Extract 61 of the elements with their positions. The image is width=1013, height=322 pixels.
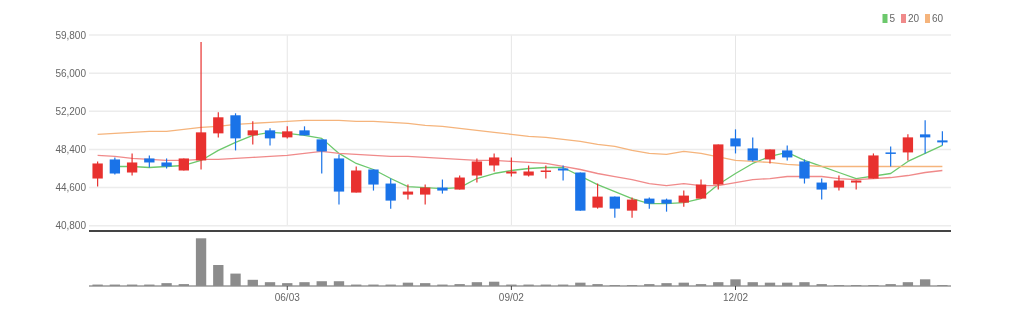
bar [488, 281, 500, 286]
candlestick [557, 164, 569, 182]
y-tick-label: 52,200 [55, 105, 87, 117]
bar [902, 282, 914, 286]
y-tick-label: 44,600 [55, 182, 87, 194]
candlestick [816, 177, 827, 201]
y-tick-label: 56,000 [55, 67, 87, 79]
candlestick [351, 165, 362, 194]
bar [333, 281, 345, 286]
x-tick-label: 06/03 [274, 292, 301, 303]
candlestick [247, 120, 258, 145]
candlestick [316, 138, 327, 175]
bar [730, 279, 741, 286]
candlestick [747, 136, 758, 163]
bar [747, 282, 758, 286]
bar [316, 281, 327, 286]
candlestick [126, 152, 138, 177]
bar [471, 282, 483, 286]
bar [299, 282, 310, 286]
candlestick [230, 112, 241, 152]
candlestick [506, 156, 517, 178]
candlestick [626, 197, 638, 219]
bar [799, 282, 810, 286]
x-tick-label: 09/02 [498, 292, 525, 303]
candlestick [488, 152, 500, 173]
bar [282, 283, 293, 286]
candlestick [420, 183, 431, 206]
bar [575, 282, 586, 286]
candlestick [213, 111, 224, 138]
candlestick [92, 160, 103, 188]
bar [661, 283, 672, 286]
candlestick [540, 164, 552, 180]
y-tick-label: 48,400 [55, 143, 87, 155]
bar [161, 283, 172, 286]
candlestick [695, 178, 707, 200]
candlestick [592, 182, 603, 210]
candlestick [264, 127, 276, 147]
candlestick [368, 168, 379, 192]
candlestick [919, 119, 931, 155]
y-tick-label: 40,800 [55, 220, 87, 232]
candlestick [799, 158, 810, 185]
candlestick [402, 183, 414, 201]
bar [230, 273, 241, 286]
bar [195, 238, 207, 286]
x-tick-label: 12/02 [722, 292, 749, 303]
candlestick [885, 145, 896, 168]
candlestick [868, 152, 879, 180]
legend-label: 5 [889, 13, 896, 24]
y-tick-label: 59,800 [55, 29, 87, 41]
bar [213, 265, 224, 286]
legend-label: 60 [932, 13, 944, 24]
candlestick [902, 133, 914, 162]
candlestick [471, 157, 483, 184]
bar [264, 282, 276, 286]
bar [919, 279, 931, 286]
bar [247, 279, 258, 286]
candlestick [385, 177, 396, 210]
candlestick [730, 128, 741, 155]
legend-label: 20 [908, 13, 920, 24]
bar [713, 282, 724, 286]
bar [420, 283, 431, 286]
